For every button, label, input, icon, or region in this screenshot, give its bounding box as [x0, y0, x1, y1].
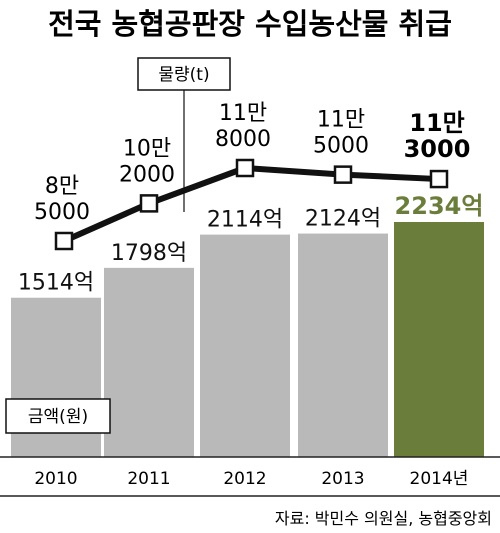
line-point-2013 — [333, 165, 353, 184]
line-point-2010 — [54, 231, 74, 251]
bar-unit-label: 금액(원) — [28, 407, 88, 427]
bar-2014년 — [394, 222, 484, 457]
line-layer — [54, 158, 449, 251]
x-tick-2013: 2013 — [321, 469, 364, 489]
line-label-bottom-2010: 5000 — [34, 200, 90, 225]
bar-label-2010: 1514억 — [18, 271, 94, 296]
source-note: 자료: 박민수 의원실, 농협중앙회 — [275, 509, 492, 528]
line-unit-box — [137, 57, 231, 91]
bar-2012 — [200, 234, 290, 457]
line-label-top-2012: 11만 — [219, 101, 267, 126]
line-label-bottom-2012: 8000 — [215, 127, 271, 152]
chart-title: 전국 농협공판장 수입농산물 취급 — [48, 7, 452, 41]
bars-layer — [11, 222, 484, 457]
bar-label-2011: 1798억 — [111, 241, 187, 266]
bar-label-2013: 2124억 — [305, 207, 381, 232]
line-point-2012 — [235, 158, 255, 178]
x-tick-2010: 2010 — [34, 469, 77, 489]
x-tick-2011: 2011 — [127, 469, 170, 489]
line-unit-label: 물량(t) — [158, 65, 209, 85]
ticks-layer: 2010 2011 2012 2013 2014년 — [34, 469, 468, 489]
line-label-bottom-2013: 5000 — [313, 134, 369, 159]
line-label-bottom-2011: 2000 — [119, 162, 175, 187]
line-point-2011 — [139, 194, 159, 213]
line-label-top-2011: 10만 — [123, 136, 171, 161]
bar-2013 — [298, 233, 388, 457]
bar-label-2014년: 2234억 — [395, 192, 484, 220]
bar-unit-box — [5, 398, 111, 434]
bar-2011 — [104, 267, 194, 457]
line-label-top-2010: 8만 — [45, 174, 79, 199]
line-label-top-2013: 11만 — [317, 108, 365, 133]
bar-label-2012: 2114억 — [207, 208, 283, 233]
line-point-2014년 — [429, 169, 449, 189]
x-tick-2014년: 2014년 — [410, 469, 469, 489]
line-label-bottom-2014년: 3000 — [404, 135, 471, 163]
line-label-top-2014년: 11만 — [409, 109, 464, 137]
x-tick-2012: 2012 — [223, 469, 266, 489]
